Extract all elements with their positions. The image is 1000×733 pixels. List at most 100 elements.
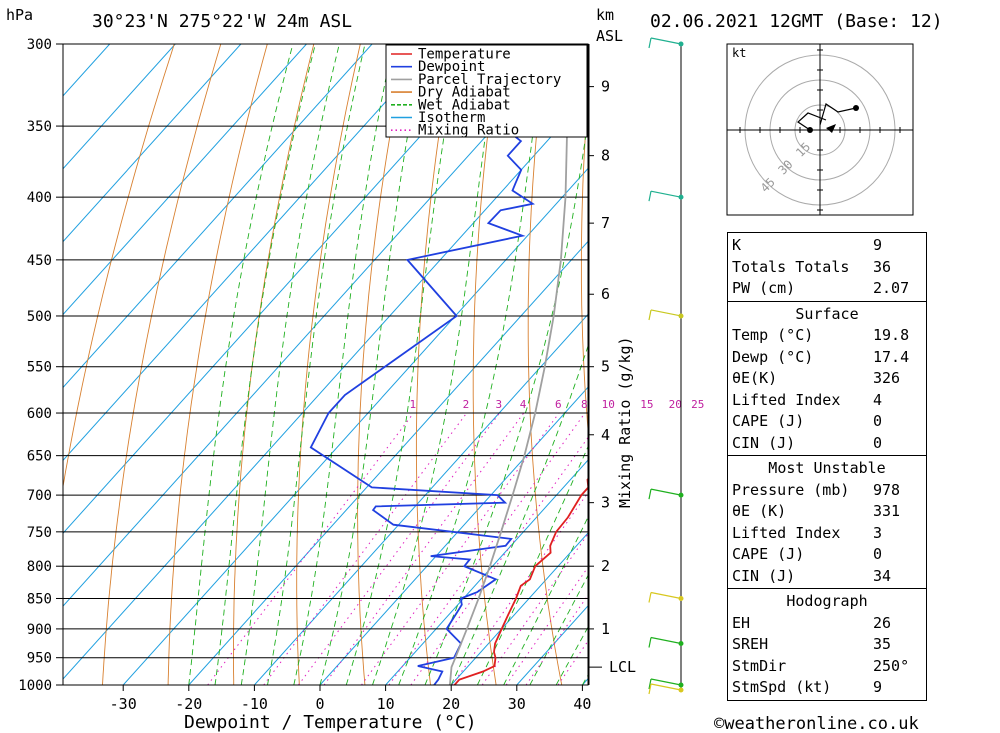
dry-adiabat-line	[965, 44, 1000, 685]
pressure-tick-label: 800	[27, 559, 52, 575]
isotherm-line	[63, 44, 242, 243]
wet-adiabat-line	[424, 118, 588, 685]
height-tick-label: 2	[601, 557, 610, 575]
stats-indices: K 9 Totals Totals 36 PW (cm) 2.07	[727, 232, 927, 302]
height-tick-label: 5	[601, 358, 610, 376]
dry-adiabat-line	[918, 44, 1000, 685]
mixing-ratio-label: 15	[640, 398, 653, 411]
mixing-ratio-line	[410, 436, 588, 685]
stats-value: 2.07	[873, 279, 910, 297]
chart-title: 30°23'N 275°22'W 24m ASL	[92, 11, 352, 32]
stats-hodograph: Hodograph EH 26 SREH 35 StmDir 250° StmSpd (kt…	[727, 588, 927, 701]
series-parcel-trajectory	[449, 44, 569, 685]
temperature-tick-label: 0	[315, 695, 324, 713]
wind-barb	[648, 678, 682, 690]
hodograph-point	[807, 127, 813, 133]
legend-entry: Dewpoint	[418, 59, 485, 75]
pressure-tick-label: 450	[27, 253, 52, 269]
mixing-ratio-label: 20	[669, 398, 682, 411]
km-unit-label: km	[596, 6, 614, 24]
mixing-ratio-line	[451, 491, 588, 685]
dry-adiabat-line	[580, 91, 588, 435]
hodograph-trace	[797, 112, 827, 131]
mixing-ratio-line	[388, 412, 586, 685]
pressure-tick-label: 650	[27, 449, 52, 465]
mixing-ratio-axis-label: Mixing Ratio (g/kg)	[616, 336, 634, 508]
pressure-tick-label: 900	[27, 622, 52, 638]
stats-label: SREH	[732, 635, 769, 653]
stats-label: Lifted Index	[732, 390, 841, 409]
stats-label: PW (cm)	[732, 279, 796, 297]
isotherm-line	[63, 44, 176, 170]
isotherm-line	[63, 94, 588, 680]
height-tick-label: 7	[601, 214, 610, 232]
stats-row: θE (K) 331	[728, 501, 926, 523]
pressure-tick-label: 550	[27, 360, 52, 376]
pressure-tick-label: 350	[27, 119, 52, 135]
pressure-unit-label: hPa	[6, 6, 33, 24]
height-tick-label: 8	[601, 147, 610, 165]
stats-value: 36	[873, 257, 892, 276]
temperature-axis: -30 -20 -10 0 10 20 30 40	[110, 685, 591, 713]
isotherm-line	[319, 386, 588, 685]
height-tick-label: 1	[601, 620, 610, 638]
stats-row: SREH 35	[728, 634, 926, 656]
mixing-ratio-line	[298, 412, 500, 685]
dry-adiabat-line	[357, 44, 408, 685]
height-tick-label: 9	[601, 78, 610, 96]
wind-barb	[648, 591, 682, 603]
mixing-ratio-label: 10	[602, 398, 615, 411]
stats-row: CIN (J) 34	[728, 566, 926, 588]
stats-label: CIN (J)	[732, 566, 796, 585]
mixing-ratio-line	[505, 566, 588, 685]
stats-row: Temp (°C) 19.8	[728, 325, 926, 347]
wet-adiabat-line	[372, 44, 500, 685]
wet-adiabat-line	[240, 44, 340, 685]
legend-entry: Isotherm	[418, 110, 485, 126]
stats-label: Lifted Index	[732, 523, 841, 542]
stats-value: 0	[873, 545, 883, 563]
pressure-axis: 300 350 400 450 500 550 600 650 700 750 800 850 900 9…	[18, 37, 63, 694]
wind-barb	[648, 683, 682, 695]
isotherm-line	[63, 44, 439, 462]
wet-adiabat-line	[267, 44, 366, 685]
stats-surface: Surface Temp (°C) 19.8 Dewp (°C) 17.4 θE(K) 3…	[727, 300, 927, 456]
wind-barb-column	[648, 37, 684, 695]
mixing-ratio-label: 8	[581, 398, 588, 411]
stats-value: 26	[873, 613, 892, 632]
temperature-tick-label: 20	[442, 695, 460, 713]
stats-row: Lifted Index 3	[728, 523, 926, 545]
isotherm-line	[254, 313, 588, 685]
pressure-tick-label: 400	[27, 190, 52, 206]
hodograph-trace	[819, 103, 857, 126]
isotherm-line	[63, 44, 504, 534]
credit-label: ©weatheronline.co.uk	[714, 714, 919, 733]
dry-adiabat-line	[233, 44, 315, 685]
stats-value: 34	[873, 566, 892, 585]
mixing-ratio-label: 3	[496, 398, 503, 411]
stats-row: PW (cm) 2.07	[728, 278, 926, 300]
stats-label: EH	[732, 613, 751, 632]
wind-barb	[648, 309, 682, 321]
stats-label: CAPE (J)	[732, 412, 805, 430]
stats-value: 9	[873, 678, 883, 696]
dry-adiabat-line	[63, 44, 175, 489]
mixing-ratio-label: 6	[555, 398, 562, 411]
stats-value: 978	[873, 480, 901, 499]
mixing-ratio-labels: 1 2 3 4 6 8 10 15 20 25	[410, 398, 705, 411]
legend-entry: Mixing Ratio	[418, 123, 519, 139]
km-asl-label: ASL	[596, 27, 623, 45]
wind-barb	[648, 37, 682, 49]
stats-panel: K 9 Totals Totals 36 PW (cm) 2.07 Surface Tem…	[727, 232, 927, 701]
datetime-label: 02.06.2021 12GMT (Base: 12)	[650, 11, 943, 32]
mixing-ratio-line	[361, 412, 560, 685]
isotherm-line	[63, 44, 307, 316]
stats-value: 19.8	[873, 326, 910, 344]
legend-entry: Temperature	[418, 47, 511, 63]
dry-adiabat-line	[415, 44, 454, 685]
stats-value: 250°	[873, 656, 910, 675]
wet-adiabat-line	[503, 516, 588, 685]
